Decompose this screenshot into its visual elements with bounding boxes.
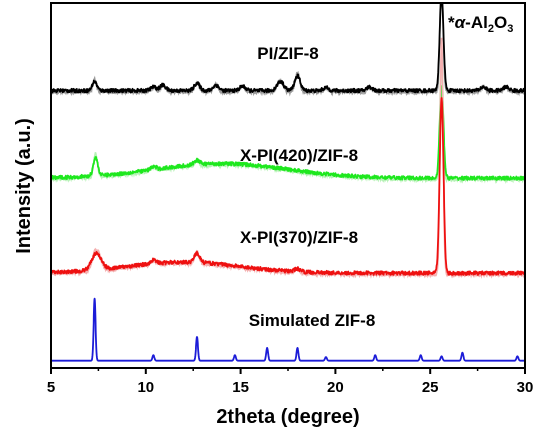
- annotation-mid: O: [494, 13, 507, 32]
- x-tick-label: 20: [327, 379, 344, 396]
- series-line-x-pi-370-zif-8: [50, 97, 526, 276]
- series-label-xpi370-zif8: X-PI(370)/ZIF-8: [240, 228, 358, 247]
- annotation-formula: -Al: [465, 13, 488, 32]
- series-line-simulated-zif-8: [50, 297, 526, 362]
- annotation-prefix: *: [448, 13, 455, 32]
- series-label-pi-zif8: PI/ZIF-8: [257, 44, 318, 63]
- series-label-xpi420-zif8: X-PI(420)/ZIF-8: [240, 146, 358, 165]
- x-tick-label: 10: [137, 379, 154, 396]
- labels-layer: PI/ZIF-8 X-PI(420)/ZIF-8 X-PI(370)/ZIF-8…: [240, 13, 513, 330]
- series-label-simulated-zif8: Simulated ZIF-8: [249, 311, 376, 330]
- annotation-alpha-al2o3: *α-Al2O3: [448, 13, 513, 35]
- x-axis-title: 2theta (degree): [216, 406, 359, 428]
- series-line-pi-zif-8: [50, 2, 526, 94]
- x-axis-ticks: 5 10 15 20 25 30: [47, 368, 534, 396]
- x-tick-label: 30: [517, 379, 534, 396]
- x-tick-label: 25: [422, 379, 439, 396]
- series-line-x-pi-420-zif-8: [50, 85, 526, 181]
- series-layer: [50, 2, 526, 362]
- annotation-greek: α: [455, 13, 467, 32]
- annotation-sub2: 3: [507, 23, 513, 35]
- x-tick-label: 15: [232, 379, 249, 396]
- annotation-sub1: 2: [488, 23, 494, 35]
- y-axis-title: Intensity (a.u.): [13, 118, 35, 254]
- x-tick-label: 5: [47, 379, 55, 396]
